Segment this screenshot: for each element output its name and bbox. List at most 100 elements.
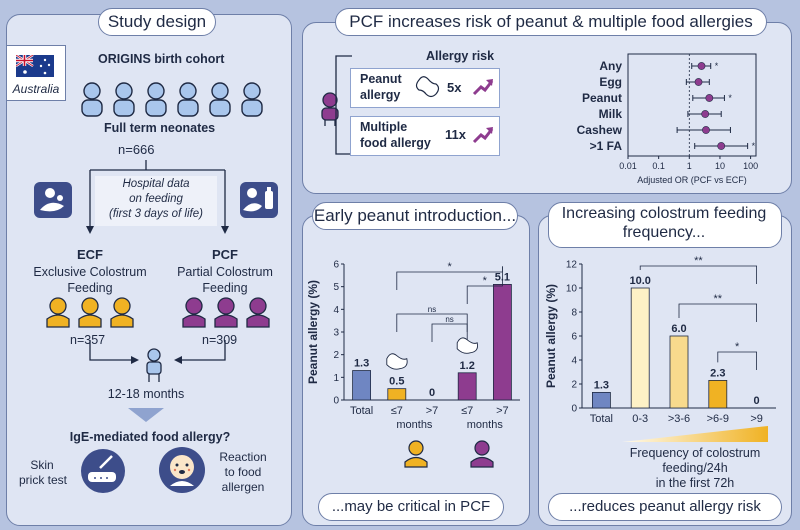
- ecf-infants-icon: [46, 297, 134, 328]
- bar-value-label: 1.3: [354, 358, 369, 370]
- frequency-gradient: [622, 426, 768, 442]
- bar-value-label: 0: [754, 395, 760, 407]
- age-label: 12-18 months: [107, 387, 185, 401]
- group-label-ecf: months: [396, 419, 433, 430]
- australia-flag-icon: [16, 55, 54, 77]
- y-tick-label: 2: [333, 350, 339, 361]
- early-intro-footer: ...may be critical in PCF: [318, 493, 504, 521]
- bar-value-label: 0.5: [389, 376, 404, 388]
- forest-point: [705, 94, 714, 102]
- bar-value-label: 0: [429, 387, 435, 399]
- forest-plot: Any * Egg Peanut * Milk Cashew >1 FA * 0.01 0.1 1 10…: [577, 53, 758, 185]
- comparison-label: ns: [445, 315, 453, 324]
- forest-x-tick-label: 10: [715, 161, 725, 171]
- risk-panel: [302, 22, 792, 194]
- pcf-abbr: PCF: [212, 247, 238, 262]
- x-tick-label: >7: [426, 405, 439, 417]
- x-tick-label: >3-6: [668, 413, 690, 424]
- y-tick-label: 4: [333, 305, 339, 316]
- hospital-data-box: [95, 176, 217, 226]
- bar-value-label: 10.0: [629, 275, 650, 287]
- flow-lines: [86, 160, 229, 422]
- question-label: IgE-mediated food allergy?: [69, 430, 231, 444]
- comparison-bracket: [431, 323, 468, 342]
- gradient-label-2: feeding/24h: [662, 461, 728, 475]
- comparison-bracket: [717, 351, 757, 370]
- multi-label-1: Multiple: [360, 120, 408, 134]
- y-tick-label: 10: [566, 284, 578, 295]
- x-tick-label: Total: [590, 413, 613, 424]
- multi-risk-value: 11x: [445, 127, 466, 142]
- y-tick-label: 8: [571, 308, 577, 319]
- x-tick-label: ≤7: [461, 405, 473, 417]
- forest-category-label: Cashew: [577, 123, 623, 137]
- forest-category-label: Milk: [599, 107, 623, 121]
- total-n: n=666: [118, 142, 155, 157]
- infant-risk-icon: [321, 92, 339, 126]
- gradient-label-3: in the first 72h: [655, 476, 735, 490]
- study-design-title: Study design: [98, 8, 216, 36]
- y-tick-label: 5: [333, 282, 339, 293]
- colostrum-title-box: [548, 202, 782, 248]
- bar: [592, 391, 611, 409]
- bar-value-label: 6.0: [671, 323, 686, 335]
- forest-point: [702, 126, 710, 134]
- peanut-risk-box: [350, 68, 500, 108]
- forest-point: [694, 78, 703, 86]
- x-tick-label: Total: [350, 405, 373, 417]
- bar-value-label: 1.3: [594, 379, 609, 391]
- bar: [352, 370, 371, 401]
- hospital-data-line2: on feeding: [129, 193, 183, 205]
- early-intro-title: Early peanut introduction...: [312, 202, 518, 230]
- breastfeeding-icon: [34, 182, 72, 218]
- forest-x-tick-label: 0.1: [652, 161, 665, 171]
- y-axis-label: Peanut allergy (%): [544, 284, 558, 388]
- peanut-icon: [415, 76, 440, 98]
- forest-category-label: Egg: [599, 75, 622, 89]
- forest-category-label: >1 FA: [590, 139, 623, 153]
- x-tick-label: >9: [750, 413, 763, 424]
- x-tick-label: >7: [496, 405, 509, 417]
- forest-x-axis-label: Adjusted OR (PCF vs ECF): [637, 175, 747, 185]
- bar-value-label: 2.3: [710, 367, 725, 379]
- peanut-risk-value: 5x: [447, 80, 462, 95]
- y-tick-label: 2: [571, 380, 577, 391]
- peanut-label-2: allergy: [360, 88, 401, 102]
- forest-x-tick-label: 0.01: [619, 161, 637, 171]
- trend-up-icon-2: [472, 127, 494, 144]
- skin-prick-test-icon: [81, 449, 125, 493]
- peanut-icon: [456, 337, 478, 354]
- bar: [492, 284, 512, 401]
- y-tick-label: 12: [566, 260, 578, 271]
- bar: [669, 335, 689, 409]
- forest-category-label: Peanut: [582, 91, 622, 105]
- pcf-n: n=309: [202, 333, 238, 347]
- bar: [457, 372, 477, 401]
- comparison-bracket: [639, 265, 757, 284]
- ecf-n: n=357: [70, 333, 106, 347]
- forest-x-tick-label: 100: [743, 161, 758, 171]
- comparison-label: ns: [428, 305, 436, 314]
- comparison-label: *: [447, 261, 452, 273]
- comparison-bracket: [466, 266, 503, 304]
- x-tick-label: >6-9: [707, 413, 729, 424]
- risk-panel-title: PCF increases risk of peanut & multiple …: [335, 8, 767, 36]
- forest-significance: *: [752, 141, 756, 151]
- pcf-full-1: Partial Colostrum: [177, 265, 273, 279]
- reaction-icon: [159, 447, 205, 493]
- neonates-icon-row: [81, 82, 263, 117]
- comparison-label: **: [694, 255, 703, 267]
- skin-test-line2: prick test: [18, 473, 67, 487]
- y-tick-label: 1: [333, 373, 339, 384]
- risk-title: Allergy risk: [426, 49, 495, 63]
- neonates-label: Full term neonates: [104, 121, 216, 135]
- pcf-full-2: Feeding: [202, 281, 248, 295]
- early-intro-panel: [302, 215, 530, 526]
- group-label-pcf: months: [467, 419, 504, 430]
- reaction-line2: to food: [224, 465, 262, 479]
- skin-test-line1: Skin: [30, 458, 54, 472]
- colostrum-title-2: frequency...: [622, 224, 706, 241]
- bar: [708, 379, 728, 409]
- forest-point: [717, 142, 726, 150]
- y-axis-label: Peanut allergy (%): [306, 280, 320, 384]
